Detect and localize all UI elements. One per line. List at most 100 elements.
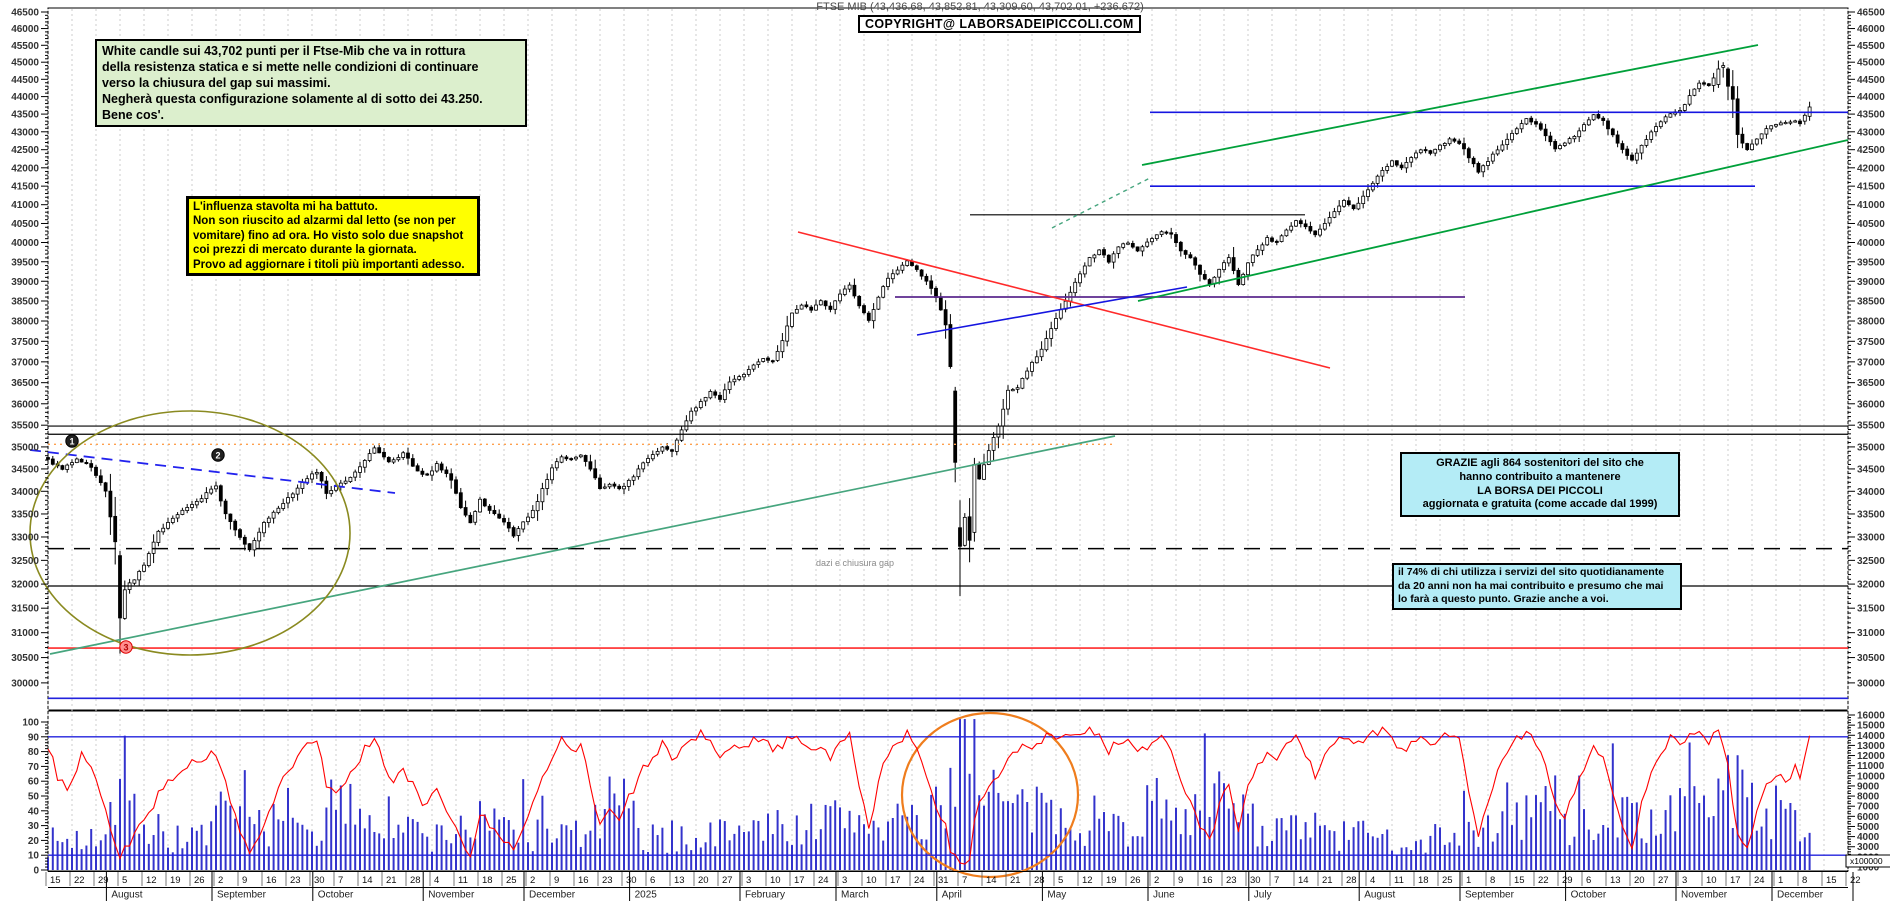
svg-text:September: September [1465,890,1515,901]
svg-text:40000: 40000 [11,238,39,249]
svg-text:60: 60 [28,777,40,788]
svg-text:13: 13 [1610,875,1621,886]
svg-text:30000: 30000 [1857,678,1885,689]
svg-text:16: 16 [266,875,277,886]
contribution-note: il 74% di chi utilizza i servizi del sit… [1392,563,1682,610]
blue-uptrend [916,286,1188,336]
trendlines [29,44,1849,655]
svg-text:45500: 45500 [11,41,39,52]
svg-text:43000: 43000 [1857,127,1885,138]
svg-text:4: 4 [434,875,439,886]
svg-text:18: 18 [1418,875,1429,886]
svg-text:30000: 30000 [11,678,39,689]
svg-text:3000: 3000 [1857,842,1880,853]
svg-text:August: August [1364,890,1395,901]
svg-text:3: 3 [123,642,128,652]
svg-text:40500: 40500 [11,219,39,230]
svg-text:5: 5 [122,875,127,886]
svg-text:July: July [1254,890,1272,901]
svg-text:45000: 45000 [11,58,39,69]
svg-text:3: 3 [842,875,847,886]
svg-text:40000: 40000 [1857,238,1885,249]
svg-text:32000: 32000 [1857,580,1885,591]
svg-text:7: 7 [1274,875,1279,886]
copyright-badge: COPYRIGHT@ LABORSADEIPICCOLI.COM [858,15,1141,33]
svg-text:22: 22 [1850,875,1861,886]
gap-annotation: dazi e chiusura gap [816,558,894,568]
svg-text:19: 19 [170,875,181,886]
svg-text:30: 30 [28,821,40,832]
svg-text:38500: 38500 [11,297,39,308]
candlesticks [46,60,1812,654]
svg-text:30: 30 [626,875,637,886]
svg-text:11: 11 [1394,875,1404,886]
flu-note: L'influenza stavolta mi ha battuto. Non … [186,196,480,276]
svg-text:October: October [1571,890,1607,901]
svg-text:2: 2 [1154,875,1159,886]
svg-text:37500: 37500 [11,337,39,348]
green-channel-lower [1137,139,1849,302]
svg-text:14000: 14000 [1857,731,1885,742]
long-support-teal [49,435,1116,655]
svg-text:30: 30 [1250,875,1261,886]
svg-text:34500: 34500 [1857,464,1885,475]
svg-text:30500: 30500 [1857,653,1885,664]
svg-text:17: 17 [1730,875,1741,886]
svg-text:23: 23 [290,875,301,886]
svg-text:50: 50 [28,792,40,803]
svg-text:16: 16 [1202,875,1213,886]
svg-text:6000: 6000 [1857,812,1880,823]
analysis-note: White candle sui 43,702 punti per il Fts… [95,39,527,127]
orange-ellipse-crash [900,711,1080,879]
svg-text:34500: 34500 [11,464,39,475]
svg-text:February: February [745,890,785,901]
svg-text:44000: 44000 [11,92,39,103]
svg-text:6: 6 [650,875,655,886]
svg-text:30500: 30500 [11,653,39,664]
svg-text:25: 25 [506,875,517,886]
svg-text:42000: 42000 [1857,163,1885,174]
svg-text:November: November [428,890,475,901]
svg-text:24: 24 [818,875,829,886]
svg-text:19: 19 [1106,875,1117,886]
svg-text:100: 100 [22,718,39,729]
svg-text:13000: 13000 [1857,741,1885,752]
oscillator-line [47,726,1848,865]
svg-text:2: 2 [530,875,535,886]
svg-text:22: 22 [74,875,85,886]
svg-text:42500: 42500 [1857,145,1885,156]
svg-text:0: 0 [33,866,39,877]
svg-text:2025: 2025 [635,890,658,901]
svg-text:20: 20 [28,836,40,847]
svg-text:March: March [841,890,869,901]
svg-text:44000: 44000 [1857,92,1885,103]
svg-text:31500: 31500 [11,604,39,615]
svg-text:16: 16 [578,875,589,886]
svg-text:22: 22 [1538,875,1549,886]
svg-text:37000: 37000 [1857,357,1885,368]
svg-text:23: 23 [1226,875,1237,886]
svg-text:27: 27 [722,875,733,886]
svg-text:37500: 37500 [1857,337,1885,348]
svg-text:24: 24 [1754,875,1765,886]
svg-text:38500: 38500 [1857,297,1885,308]
svg-text:18: 18 [482,875,493,886]
svg-text:June: June [1153,890,1175,901]
svg-text:43500: 43500 [1857,110,1885,121]
svg-text:1000: 1000 [1857,863,1880,874]
svg-text:39000: 39000 [11,277,39,288]
svg-text:11000: 11000 [1857,761,1885,772]
svg-text:23: 23 [602,875,613,886]
svg-text:34000: 34000 [1857,487,1885,498]
support-resistance-levels [48,111,1848,700]
svg-text:7: 7 [962,875,967,886]
svg-text:8: 8 [1490,875,1495,886]
svg-text:9: 9 [1178,875,1183,886]
svg-text:28: 28 [1346,875,1357,886]
svg-text:46500: 46500 [1857,8,1885,19]
svg-text:26: 26 [1130,875,1141,886]
svg-text:31: 31 [938,875,949,886]
axes: 46500 46500 46000 46000 45500 45500 45000 45000… [11,8,1890,877]
svg-text:7: 7 [338,875,343,886]
svg-text:9: 9 [242,875,247,886]
